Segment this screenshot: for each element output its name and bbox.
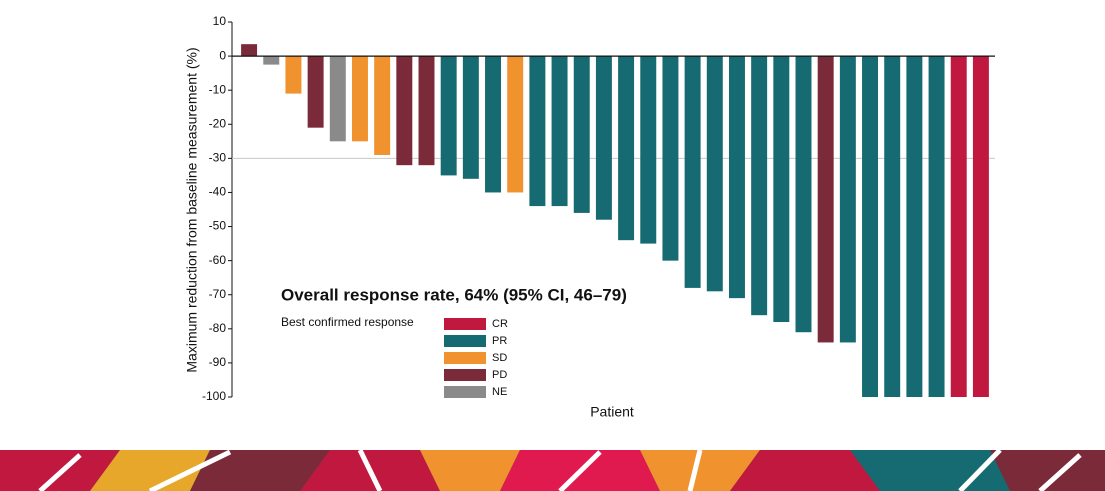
y-tick-label: -50 — [209, 219, 227, 233]
legend-swatch — [444, 386, 486, 398]
y-tick-label: -80 — [209, 321, 227, 335]
legend-label: PR — [492, 335, 507, 347]
bar — [817, 56, 834, 343]
bar — [950, 56, 967, 397]
bar — [418, 56, 435, 166]
legend-label: PD — [492, 369, 507, 381]
x-axis-label: Patient — [590, 404, 634, 420]
y-axis-label: Maximum reduction from baseline measurem… — [184, 47, 200, 372]
legend-swatch — [444, 369, 486, 381]
legend-swatch — [444, 352, 486, 364]
bar — [595, 56, 612, 220]
bar — [884, 56, 901, 397]
bar — [263, 56, 280, 65]
bar — [374, 56, 391, 155]
y-tick-label: -60 — [209, 253, 227, 267]
legend-label: CR — [492, 318, 508, 330]
bar — [507, 56, 524, 193]
bar — [307, 56, 324, 128]
bar — [396, 56, 413, 166]
bar — [351, 56, 368, 142]
y-tick-label: -10 — [209, 82, 227, 96]
y-tick-label: -20 — [209, 116, 227, 130]
legend-label: SD — [492, 352, 507, 364]
bar — [618, 56, 635, 241]
bar — [906, 56, 923, 397]
bar — [462, 56, 479, 179]
y-tick-label: -30 — [209, 151, 227, 165]
bar — [773, 56, 790, 322]
bar — [728, 56, 745, 299]
bar — [862, 56, 879, 397]
bar — [928, 56, 945, 397]
y-tick-label: -70 — [209, 287, 227, 301]
y-tick-label: 0 — [219, 48, 226, 62]
bar — [684, 56, 701, 288]
banner — [0, 448, 1105, 491]
bar — [529, 56, 546, 207]
annotation: Overall response rate, 64% (95% CI, 46–7… — [281, 285, 627, 304]
legend-title: Best confirmed response — [281, 315, 414, 329]
legend-swatch — [444, 335, 486, 347]
bar — [573, 56, 590, 213]
bar — [440, 56, 457, 176]
bar — [640, 56, 657, 244]
bar — [662, 56, 679, 261]
bar — [551, 56, 568, 207]
legend-label: NE — [492, 386, 507, 398]
y-tick-label: 10 — [213, 14, 227, 28]
bar — [285, 56, 302, 94]
y-tick-label: -40 — [209, 185, 227, 199]
bar — [329, 56, 346, 142]
bar — [839, 56, 856, 343]
legend-swatch — [444, 318, 486, 330]
bar — [972, 56, 989, 397]
bar — [751, 56, 768, 316]
bar — [485, 56, 502, 193]
y-tick-label: -100 — [202, 389, 226, 403]
y-tick-label: -90 — [209, 355, 227, 369]
bar — [241, 44, 258, 57]
bar — [706, 56, 723, 292]
bar — [795, 56, 812, 333]
